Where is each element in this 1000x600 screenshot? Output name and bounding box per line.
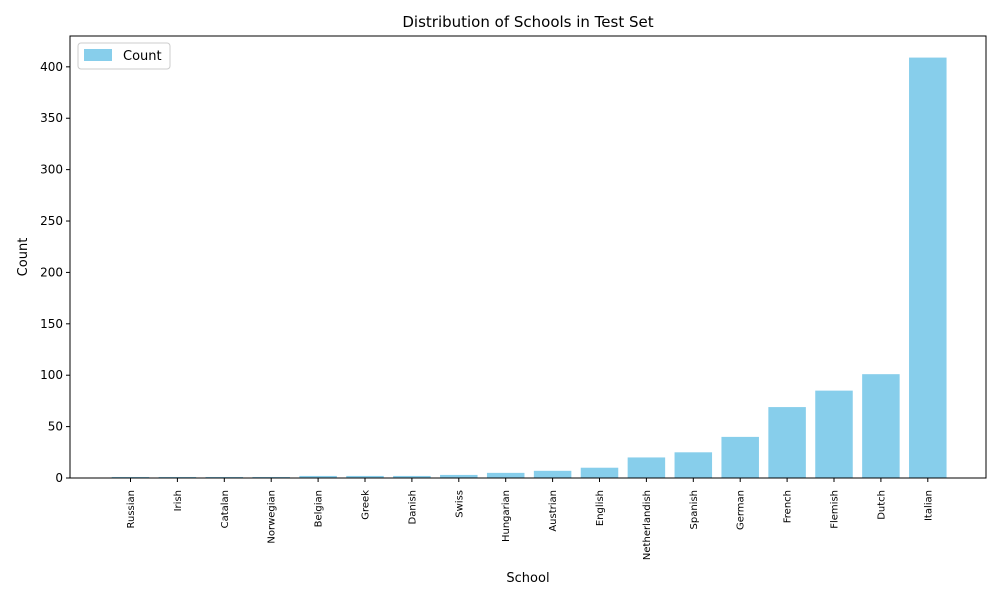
plot-frame <box>69 35 987 479</box>
bar-hungarian <box>486 472 525 478</box>
x-tick-label: Flemish <box>830 490 841 529</box>
y-tick-label: 100 <box>40 368 63 382</box>
x-tick-label: Dutch <box>876 490 887 520</box>
chart-title: Distribution of Schools in Test Set <box>402 13 653 31</box>
y-axis-label: Count <box>16 238 31 277</box>
y-tick-label: 350 <box>40 111 63 125</box>
y-tick-label: 0 <box>55 471 63 485</box>
bar-italian <box>909 57 947 478</box>
x-axis: Russian Irish Catalan Norwegian Belgian Greek… <box>126 478 934 560</box>
y-tick-label: 150 <box>40 317 63 331</box>
x-tick-label: English <box>595 490 606 526</box>
y-axis: 0 50 100 150 200 250 300 350 400 <box>40 60 70 485</box>
x-tick-label: French <box>783 490 794 523</box>
bar-german <box>721 436 759 478</box>
x-tick-label: Danish <box>407 490 418 525</box>
bar-flemish <box>815 390 853 478</box>
bar-russian <box>111 476 150 478</box>
x-axis-label: School <box>506 571 549 586</box>
x-tick-label: Catalan <box>220 490 231 528</box>
bars-group <box>111 57 947 478</box>
y-tick-label: 200 <box>40 265 63 279</box>
y-tick-label: 50 <box>48 420 63 434</box>
x-tick-label: Swiss <box>454 490 465 518</box>
bar-austrian <box>533 470 572 478</box>
y-tick-label: 250 <box>40 214 63 228</box>
bar-french <box>768 407 806 478</box>
legend-swatch <box>84 49 112 61</box>
legend-label: Count <box>123 49 162 64</box>
bar-catalan <box>205 476 244 478</box>
x-tick-label: Austrian <box>548 490 559 532</box>
bar-greek <box>346 475 384 478</box>
bar-danish <box>393 475 431 478</box>
x-tick-label: Irish <box>173 490 184 511</box>
x-tick-label: Italian <box>923 490 934 521</box>
bar-dutch <box>862 374 900 478</box>
y-tick-label: 400 <box>40 60 63 74</box>
bar-netherlandish <box>627 457 666 478</box>
bar-spanish <box>674 452 713 478</box>
x-tick-label: Russian <box>126 490 137 529</box>
legend: Count <box>77 42 171 70</box>
y-tick-label: 300 <box>40 163 63 177</box>
x-tick-label: German <box>736 490 747 530</box>
x-tick-label: Norwegian <box>267 490 278 544</box>
x-tick-label: Spanish <box>689 490 700 530</box>
bar-swiss <box>440 474 478 478</box>
bar-belgian <box>299 475 337 478</box>
bar-irish <box>158 476 197 478</box>
bar-norwegian <box>252 476 290 478</box>
x-tick-label: Netherlandish <box>642 490 653 560</box>
x-tick-label: Greek <box>361 490 372 520</box>
x-tick-label: Hungarian <box>501 490 512 542</box>
bar-english <box>580 467 619 478</box>
x-tick-label: Belgian <box>314 490 325 527</box>
